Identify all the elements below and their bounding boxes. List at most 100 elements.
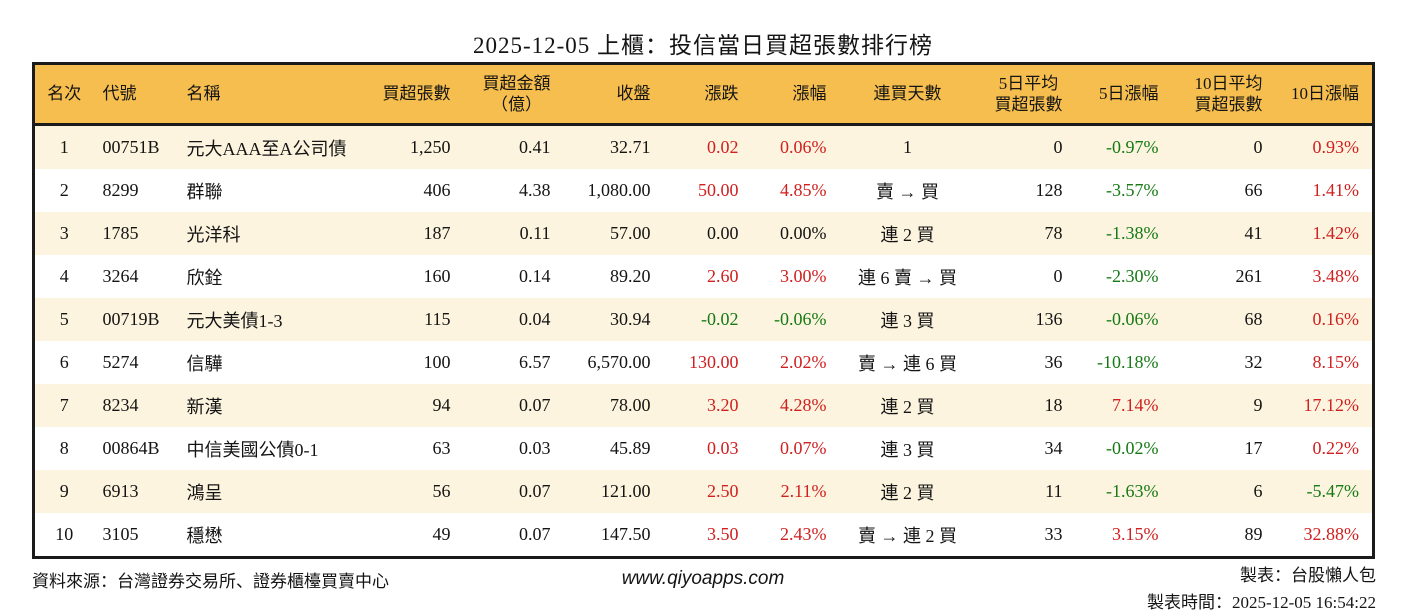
cell-code: 00719B — [102, 309, 160, 329]
cell-avg5: 0 — [1053, 137, 1063, 157]
cell-rank: 9 — [59, 481, 69, 501]
cell-code: 3105 — [102, 524, 139, 544]
cell-rank: 10 — [55, 524, 74, 544]
cell-pct5: -1.38% — [1106, 223, 1159, 243]
cell-rank: 4 — [59, 266, 69, 286]
table-row: 10 3105 穩懋 49 0.07 147.50 3.50 2.43% 賣 → 連 2 買 33… — [33, 513, 1374, 558]
cell-pct5: -0.97% — [1106, 137, 1159, 157]
cell-code: 5274 — [102, 352, 139, 372]
cell-pct5: -0.02% — [1106, 438, 1159, 458]
cell-avg5: 11 — [1045, 481, 1063, 501]
cell-change_pct: 3.00% — [780, 266, 827, 286]
cell-name: 光洋科 — [186, 224, 241, 245]
cell-change_pct: 0.07% — [780, 438, 827, 458]
cell-name: 群聯 — [186, 181, 223, 202]
cell-pct10: -5.47% — [1306, 481, 1360, 501]
cell-pct10: 0.93% — [1312, 137, 1360, 157]
cell-code: 3264 — [102, 266, 139, 286]
cell-change_pct: 4.85% — [780, 180, 827, 200]
website-url: www.qiyoapps.com — [621, 568, 785, 589]
report-maker: 製表：台股懶人包 — [1240, 566, 1376, 585]
column-header-pct10: 10日漲幅 — [1275, 63, 1374, 126]
cell-pct10: 0.22% — [1312, 438, 1360, 458]
cell-change: 3.20 — [707, 395, 739, 415]
column-header-change_pct: 漲幅 — [751, 63, 840, 126]
cell-streak: 賣 → 連 6 買 — [858, 353, 957, 374]
cell-avg5: 136 — [1035, 309, 1063, 329]
cell-close: 30.94 — [610, 309, 651, 329]
cell-pct5: -2.30% — [1106, 266, 1159, 286]
cell-volume: 100 — [423, 352, 451, 372]
cell-streak: 賣 → 買 — [876, 181, 939, 202]
cell-close: 45.89 — [610, 438, 651, 458]
cell-change: -0.02 — [701, 309, 739, 329]
cell-avg5: 33 — [1044, 524, 1063, 544]
cell-pct5: 3.15% — [1112, 524, 1159, 544]
cell-pct10: 17.12% — [1303, 395, 1360, 415]
cell-amount: 4.38 — [519, 180, 551, 200]
cell-volume: 406 — [423, 180, 451, 200]
cell-avg5: 18 — [1044, 395, 1063, 415]
cell-volume: 94 — [432, 395, 451, 415]
cell-streak: 連 2 買 — [880, 224, 935, 245]
column-header-rank: 名次 — [33, 63, 94, 126]
cell-change: 130.00 — [689, 352, 739, 372]
cell-change: 2.60 — [707, 266, 739, 286]
table-row: 3 1785 光洋科 187 0.11 57.00 0.00 0.00% 連 2 買 78 -1.3… — [33, 212, 1374, 255]
column-header-avg5: 5日平均 買超張數 — [975, 63, 1076, 126]
column-header-amount: 買超金額 （億） — [463, 63, 564, 126]
column-header-pct5: 5日漲幅 — [1075, 63, 1172, 126]
cell-rank: 3 — [59, 223, 69, 243]
cell-streak: 連 6 賣 → 買 — [858, 267, 957, 288]
cell-close: 6,570.00 — [587, 352, 651, 372]
cell-amount: 0.41 — [519, 137, 551, 157]
cell-change: 0.02 — [707, 137, 739, 157]
cell-name: 新漢 — [186, 396, 223, 417]
cell-pct10: 1.41% — [1312, 180, 1360, 200]
cell-rank: 5 — [59, 309, 69, 329]
cell-change_pct: 0.00% — [780, 223, 827, 243]
data-source-note: 資料來源：台灣證券交易所、證券櫃檯買賣中心 — [32, 572, 389, 591]
cell-change_pct: -0.06% — [774, 309, 827, 329]
cell-code: 00864B — [102, 438, 160, 458]
cell-volume: 160 — [423, 266, 451, 286]
cell-avg10: 32 — [1244, 352, 1263, 372]
cell-amount: 0.07 — [519, 524, 551, 544]
cell-change: 0.03 — [707, 438, 739, 458]
cell-change: 2.50 — [707, 481, 739, 501]
table-body: 1 00751B 元大AAA至A公司債 1,250 0.41 32.71 0.02 0.06%… — [33, 124, 1374, 558]
cell-streak: 連 3 買 — [880, 310, 935, 331]
cell-code: 8299 — [102, 180, 139, 200]
cell-amount: 0.07 — [519, 481, 551, 501]
cell-close: 32.71 — [610, 137, 651, 157]
cell-pct5: -10.18% — [1097, 352, 1159, 372]
cell-streak: 1 — [903, 137, 912, 157]
footer-credits: 製表：台股懶人包 製表時間：2025-12-05 16:54:22 — [1147, 562, 1376, 616]
page-title: 2025-12-05 上櫃：投信當日買超張數排行榜 — [472, 33, 934, 58]
cell-name: 中信美國公債0-1 — [186, 439, 319, 460]
cell-change_pct: 4.28% — [780, 395, 827, 415]
footer: 資料來源：台灣證券交易所、證券櫃檯買賣中心 www.qiyoapps.com 製… — [30, 562, 1376, 612]
report-timestamp: 製表時間：2025-12-05 16:54:22 — [1146, 593, 1376, 613]
cell-rank: 2 — [59, 180, 69, 200]
cell-volume: 49 — [432, 524, 451, 544]
cell-pct10: 0.16% — [1312, 309, 1360, 329]
cell-rank: 7 — [59, 395, 69, 415]
cell-streak: 連 2 買 — [880, 396, 935, 417]
cell-avg10: 6 — [1253, 481, 1263, 501]
cell-pct5: -0.06% — [1106, 309, 1159, 329]
cell-name: 信驊 — [186, 353, 223, 374]
cell-close: 57.00 — [610, 223, 651, 243]
cell-volume: 56 — [432, 481, 451, 501]
cell-pct5: -3.57% — [1106, 180, 1159, 200]
cell-name: 鴻呈 — [186, 482, 223, 503]
cell-change_pct: 2.11% — [780, 481, 827, 501]
cell-volume: 187 — [423, 223, 451, 243]
cell-close: 147.50 — [601, 524, 651, 544]
cell-code: 6913 — [102, 481, 139, 501]
header-row: 名次 代號 名稱 買超張數 買超金額 （億） 收盤 漲跌 漲幅 連買天數 5日平均 買超張數 5日漲幅 1… — [33, 63, 1374, 126]
cell-amount: 6.57 — [519, 352, 551, 372]
cell-change_pct: 2.43% — [780, 524, 827, 544]
table-row: 7 8234 新漢 94 0.07 78.00 3.20 4.28% 連 2 買 18 7.14% 9… — [33, 384, 1374, 427]
cell-avg10: 89 — [1244, 524, 1263, 544]
